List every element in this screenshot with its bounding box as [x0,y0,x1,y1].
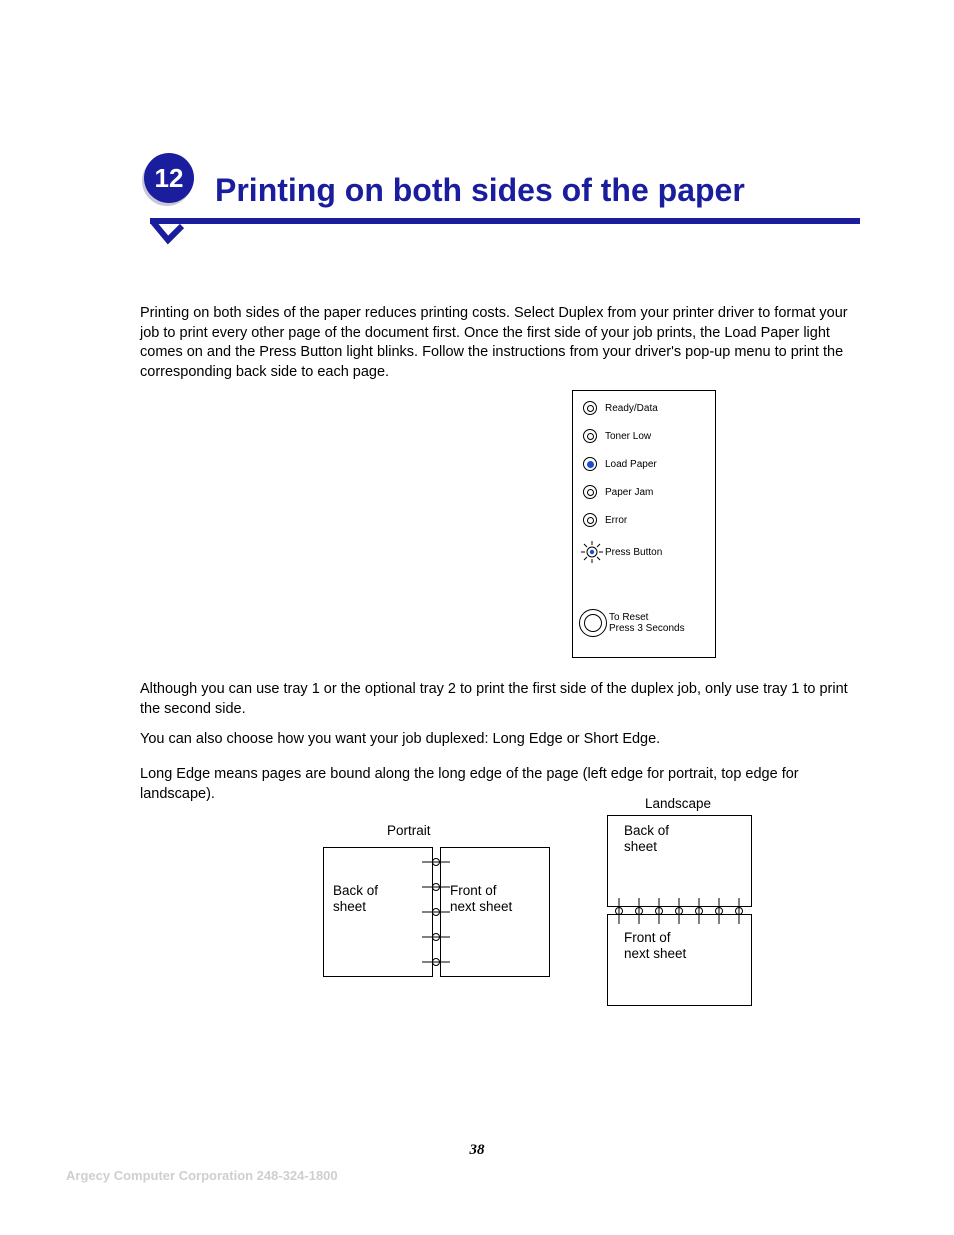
paragraph-4: Long Edge means pages are bound along th… [140,765,855,804]
landscape-title: Landscape [645,796,711,811]
header-rule [150,218,860,224]
led-label: Toner Low [605,431,651,442]
printer-status-panel: Ready/Data Toner Low Load Paper Paper Ja… [572,390,716,658]
led-label: Error [605,515,627,526]
led-load-paper: Load Paper [583,457,657,471]
led-paper-jam: Paper Jam [583,485,653,499]
binding-rings-portrait-icon [418,847,454,977]
chapter-title: Printing on both sides of the paper [215,172,745,209]
page-number: 38 [0,1142,954,1159]
binding-rings-landscape-icon [607,896,752,926]
press-button-blink-icon [581,541,603,563]
reset-button-icon [579,609,607,637]
paragraph-2: Although you can use tray 1 or the optio… [140,680,855,719]
led-error: Error [583,513,627,527]
led-label: Load Paper [605,459,657,470]
paragraph-1: Printing on both sides of the paper redu… [140,304,855,382]
landscape-front-label: Front ofnext sheet [624,930,686,962]
svg-text:12: 12 [155,163,184,193]
reset-button-row: To Reset Press 3 Seconds [579,609,685,637]
led-off-icon [583,485,597,499]
footer-corporation: Argecy Computer Corporation 248-324-1800 [66,1168,338,1183]
portrait-front-label: Front ofnext sheet [450,883,512,915]
led-off-icon [583,401,597,415]
led-on-icon [583,457,597,471]
led-label: Paper Jam [605,487,653,498]
landscape-back-label: Back ofsheet [624,823,669,855]
header-tail-icon [150,220,190,250]
paragraph-3: You can also choose how you want your jo… [140,730,855,750]
portrait-back-label: Back ofsheet [333,883,378,915]
chapter-badge-icon: 12 [140,150,198,208]
reset-label: To Reset Press 3 Seconds [609,612,685,634]
led-label: Ready/Data [605,403,658,414]
led-toner-low: Toner Low [583,429,651,443]
press-button-indicator: Press Button [581,541,662,563]
led-off-icon [583,429,597,443]
press-button-label: Press Button [605,547,662,558]
portrait-title: Portrait [387,823,431,838]
led-ready-data: Ready/Data [583,401,658,415]
led-off-icon [583,513,597,527]
